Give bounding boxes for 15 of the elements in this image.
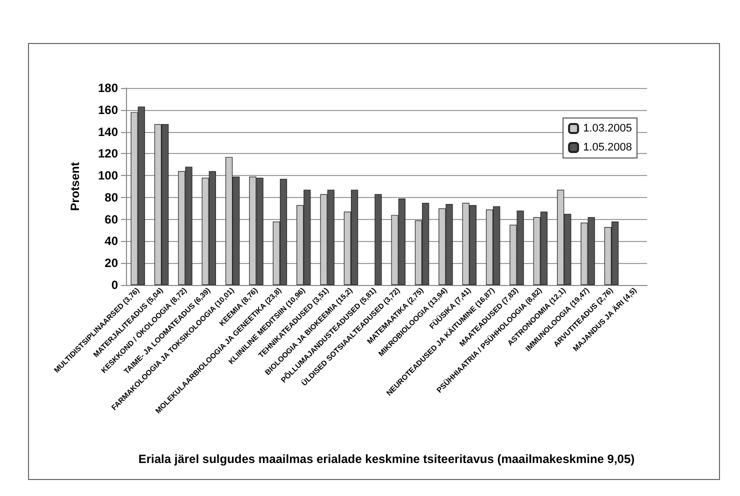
y-tick-label: 140: [98, 124, 118, 139]
y-tick-label: 0: [111, 278, 118, 292]
bar: [374, 194, 382, 285]
y-tick-label: 160: [98, 102, 118, 117]
legend-label: 1.05.2008: [583, 142, 632, 154]
x-axis-title: Eriala järel sulgudes maailmas erialade keskmine tsiteeritavus (maailmakeskmine 9,05): [138, 452, 635, 466]
y-tick-label: 180: [98, 81, 118, 95]
y-tick-label: 40: [104, 234, 118, 248]
y-tick-label: 60: [104, 212, 118, 226]
y-tick-label: 20: [104, 256, 118, 270]
y-tick-label: 100: [98, 168, 118, 183]
y-axis-title: Protsent: [68, 162, 82, 211]
y-tick-label: 80: [104, 190, 118, 204]
legend-label: 1.03.2005: [583, 122, 632, 134]
y-tick-label: 120: [98, 146, 118, 161]
